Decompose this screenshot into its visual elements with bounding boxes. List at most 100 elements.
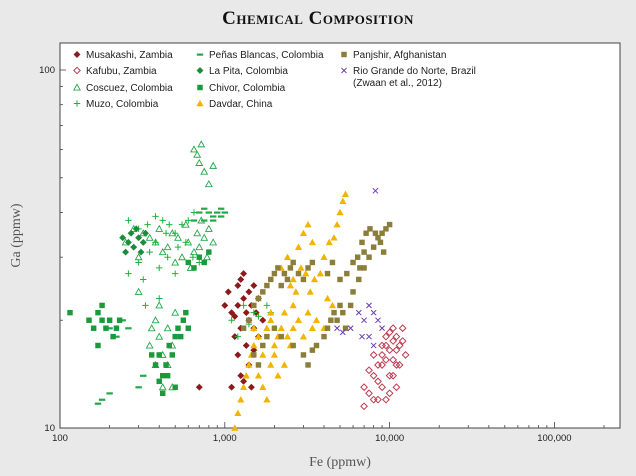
- y-tick-label: 10: [44, 423, 55, 434]
- data-point-series-1: [389, 337, 398, 345]
- data-point-series-7: [289, 301, 297, 309]
- data-point-series-8: [255, 295, 262, 302]
- data-point-series-6: [183, 309, 189, 316]
- x-tick-label: 10,000: [375, 433, 404, 444]
- data-point-series-8: [271, 325, 278, 331]
- data-point-series-6: [201, 259, 207, 266]
- data-point-series-7: [283, 332, 292, 340]
- data-point-series-8: [347, 302, 354, 309]
- data-point-series-2: [155, 301, 164, 309]
- data-point-series-0: [247, 383, 255, 391]
- data-point-series-2: [155, 224, 164, 232]
- data-point-series-4: [217, 207, 225, 210]
- data-point-series-7: [316, 269, 324, 277]
- data-point-series-3: [164, 253, 171, 261]
- data-point-series-2: [147, 324, 156, 332]
- data-point-series-9: [334, 325, 340, 332]
- data-point-series-6: [99, 317, 105, 323]
- data-point-series-8: [344, 270, 350, 277]
- data-point-series-2: [193, 150, 202, 158]
- data-point-series-1: [385, 389, 394, 398]
- data-point-series-0: [259, 316, 267, 324]
- data-point-series-3: [185, 217, 192, 224]
- data-point-series-4: [125, 327, 132, 330]
- data-point-series-8: [377, 239, 384, 246]
- data-point-series-8: [380, 249, 387, 255]
- data-point-series-8: [324, 325, 331, 331]
- data-point-series-7: [292, 288, 300, 295]
- data-point-series-1: [389, 355, 398, 364]
- data-point-series-6: [67, 309, 73, 316]
- data-point-series-4: [98, 398, 106, 401]
- data-point-series-5: [137, 248, 145, 256]
- data-point-series-7: [270, 351, 279, 358]
- data-point-series-8: [246, 317, 252, 323]
- legend-marker: [73, 100, 81, 107]
- data-point-series-6: [86, 317, 92, 323]
- data-point-series-7: [310, 275, 319, 283]
- data-point-series-6: [177, 333, 184, 340]
- data-point-series-5: [130, 243, 138, 251]
- data-point-series-8: [290, 342, 296, 349]
- legend-label: Peñas Blancas, Colombia: [209, 50, 324, 61]
- data-point-series-7: [277, 324, 285, 332]
- data-point-series-4: [140, 374, 147, 377]
- data-point-series-7: [259, 351, 267, 358]
- data-point-series-0: [240, 294, 248, 303]
- legend-marker: [341, 51, 347, 58]
- data-point-series-7: [302, 269, 310, 277]
- data-point-series-7: [339, 197, 347, 205]
- data-point-series-8: [264, 282, 270, 289]
- data-point-series-1: [378, 341, 386, 350]
- x-tick-label: 100: [52, 433, 68, 444]
- data-point-series-1: [360, 383, 368, 392]
- data-point-series-3: [140, 276, 147, 283]
- data-point-series-8: [366, 254, 372, 260]
- data-point-series-6: [159, 372, 166, 379]
- data-point-series-3: [162, 230, 170, 237]
- data-point-series-8: [342, 325, 349, 331]
- data-point-series-6: [180, 317, 187, 323]
- data-point-series-2: [145, 233, 154, 241]
- data-point-series-6: [95, 342, 101, 349]
- data-point-series-2: [190, 145, 198, 153]
- data-point-series-5: [122, 248, 130, 256]
- data-point-series-7: [254, 332, 263, 340]
- data-point-series-3: [152, 213, 159, 220]
- data-point-series-1: [392, 383, 401, 392]
- data-point-series-7: [286, 281, 295, 289]
- y-tick-label: 100: [39, 65, 55, 76]
- data-point-series-1: [392, 346, 401, 355]
- x-tick-label: 100,000: [537, 433, 571, 444]
- data-point-series-7: [299, 229, 308, 237]
- data-point-series-4: [217, 215, 225, 218]
- data-point-series-3: [142, 302, 149, 309]
- data-point-series-4: [119, 319, 126, 322]
- legend-marker: [197, 84, 203, 91]
- data-point-series-3: [156, 264, 163, 272]
- data-point-series-7: [306, 288, 314, 295]
- data-point-series-2: [151, 316, 160, 324]
- data-point-series-9: [339, 329, 346, 336]
- data-point-series-3: [255, 313, 262, 320]
- data-point-series-6: [99, 302, 105, 309]
- data-point-series-7: [308, 324, 317, 332]
- data-point-series-7: [297, 264, 305, 271]
- data-point-series-8: [359, 239, 365, 246]
- legend-label: Coscuez, Colombia: [86, 83, 173, 94]
- data-point-series-1: [378, 361, 386, 369]
- data-point-series-8: [328, 317, 334, 323]
- legend-marker: [341, 67, 347, 74]
- data-point-series-8: [264, 333, 270, 340]
- data-point-series-3: [178, 221, 186, 228]
- data-point-series-8: [290, 259, 296, 266]
- legend-label: La Pita, Colombia: [209, 66, 288, 77]
- data-point-series-6: [95, 309, 101, 316]
- data-point-series-6: [172, 333, 178, 340]
- data-point-series-6: [156, 378, 162, 385]
- data-point-series-4: [135, 386, 142, 389]
- data-point-series-8: [278, 282, 284, 289]
- data-point-series-3: [182, 239, 190, 246]
- data-point-series-9: [379, 325, 385, 332]
- data-point-series-8: [260, 342, 266, 349]
